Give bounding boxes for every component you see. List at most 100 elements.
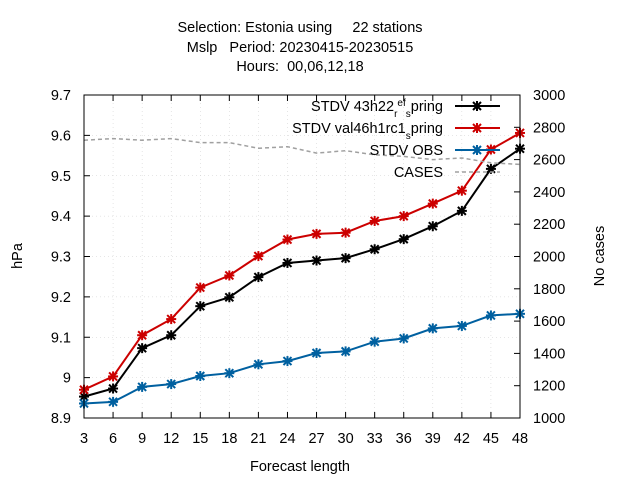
series-0	[79, 143, 525, 402]
y-tick-label: 9.2	[51, 290, 71, 306]
series-point	[282, 257, 293, 268]
series-point	[369, 215, 380, 226]
series-point	[137, 330, 148, 341]
series-point	[398, 333, 409, 344]
y2-tick-label: 2200	[533, 217, 565, 233]
y-tick-label: 9.6	[51, 128, 71, 144]
series-layer	[79, 127, 525, 409]
chart-title-line-3: Hours: 00,06,12,18	[236, 59, 363, 75]
y-tick-label: 9.3	[51, 250, 71, 266]
x-tick-label: 21	[250, 431, 266, 447]
x-tick-label: 36	[396, 431, 412, 447]
series-point	[224, 368, 235, 379]
legend-label-part: STDV val46h1rc1	[292, 121, 406, 137]
series-point	[224, 270, 235, 281]
x-tick-label: 45	[483, 431, 499, 447]
legend-label: STDV 43h22refspring	[311, 98, 443, 120]
series-3	[83, 137, 521, 166]
series-point	[195, 301, 206, 312]
series-point	[369, 244, 380, 255]
legend-label-part: r	[394, 109, 398, 120]
series-point	[456, 320, 467, 331]
series-point	[224, 292, 235, 303]
y2-tick-label: 2400	[533, 185, 565, 201]
series-point	[398, 234, 409, 245]
series-1	[79, 127, 525, 395]
legend-label-part: s	[406, 109, 411, 120]
x-tick-label: 9	[138, 431, 146, 447]
legend-label: STDV val46h1rc1spring	[292, 121, 443, 142]
series-point	[340, 346, 351, 357]
y2-tick-label: 1000	[533, 411, 565, 427]
series-point	[311, 228, 322, 239]
legend-label-part: STDV 43h22	[311, 99, 394, 115]
series-point	[427, 221, 438, 232]
series-line	[83, 147, 521, 398]
x-tick-label: 3	[80, 431, 88, 447]
series-point	[427, 323, 438, 334]
chart-title-line-2: Mslp Period: 20230415-20230515	[187, 40, 414, 56]
series-point	[311, 255, 322, 266]
series-point	[195, 282, 206, 293]
series-point	[166, 330, 177, 341]
legend-label-part: STDV OBS	[370, 143, 443, 159]
y2-tick-label: 3000	[533, 88, 565, 104]
x-tick-label: 27	[308, 431, 324, 447]
series-2	[79, 308, 525, 409]
x-tick-label: 33	[367, 431, 383, 447]
y-tick-label: 9.5	[51, 169, 71, 185]
x-tick-label: 6	[109, 431, 117, 447]
plot-border	[83, 94, 521, 419]
y-tick-label: 9	[63, 371, 71, 387]
tick-layer: 3 6 9 12 15 18 21 24 27 30 33 36 39 42 45 488.999.19.29…	[51, 88, 565, 447]
series-point	[282, 356, 293, 367]
y2-tick-label: 1400	[533, 346, 565, 362]
series-point	[195, 371, 206, 382]
series-point	[253, 272, 264, 283]
series-line	[83, 312, 521, 405]
x-tick-label: 18	[221, 431, 237, 447]
series-point	[137, 381, 148, 392]
legend-label: STDV OBS	[370, 143, 443, 159]
y2-tick-label: 2600	[533, 153, 565, 169]
legend-label-part: pring	[411, 99, 443, 115]
series-point	[166, 379, 177, 390]
series-point	[253, 251, 264, 262]
y-tick-label: 9.7	[51, 88, 71, 104]
y2-tick-label: 2000	[533, 250, 565, 266]
series-point	[253, 359, 264, 370]
y2-tick-label: 1800	[533, 282, 565, 298]
y2-axis-label: No cases	[592, 226, 608, 286]
series-point	[369, 336, 380, 347]
y-tick-label: 8.9	[51, 411, 71, 427]
x-tick-label: 42	[454, 431, 470, 447]
y2-tick-label: 1200	[533, 379, 565, 395]
x-tick-label: 48	[512, 431, 528, 447]
series-line	[83, 132, 521, 391]
series-point	[108, 371, 119, 382]
series-point	[485, 310, 496, 321]
legend-label-part: pring	[411, 121, 443, 137]
y2-tick-label: 1600	[533, 314, 565, 330]
series-point	[398, 211, 409, 222]
x-tick-label: 12	[163, 431, 179, 447]
series-point	[340, 253, 351, 264]
legend-label-part: CASES	[394, 165, 443, 181]
x-axis-label: Forecast length	[250, 459, 350, 475]
x-tick-label: 30	[338, 431, 354, 447]
series-point	[137, 343, 148, 354]
legend-label-part: ef	[397, 98, 406, 109]
series-point	[311, 347, 322, 358]
series-point	[282, 234, 293, 245]
series-point	[108, 396, 119, 407]
legend-label: CASES	[394, 165, 443, 181]
y-tick-label: 9.1	[51, 330, 71, 346]
x-tick-label: 24	[279, 431, 295, 447]
series-line	[83, 137, 521, 166]
series-point	[166, 314, 177, 325]
x-tick-label: 39	[425, 431, 441, 447]
legend-label-part: s	[406, 131, 411, 142]
